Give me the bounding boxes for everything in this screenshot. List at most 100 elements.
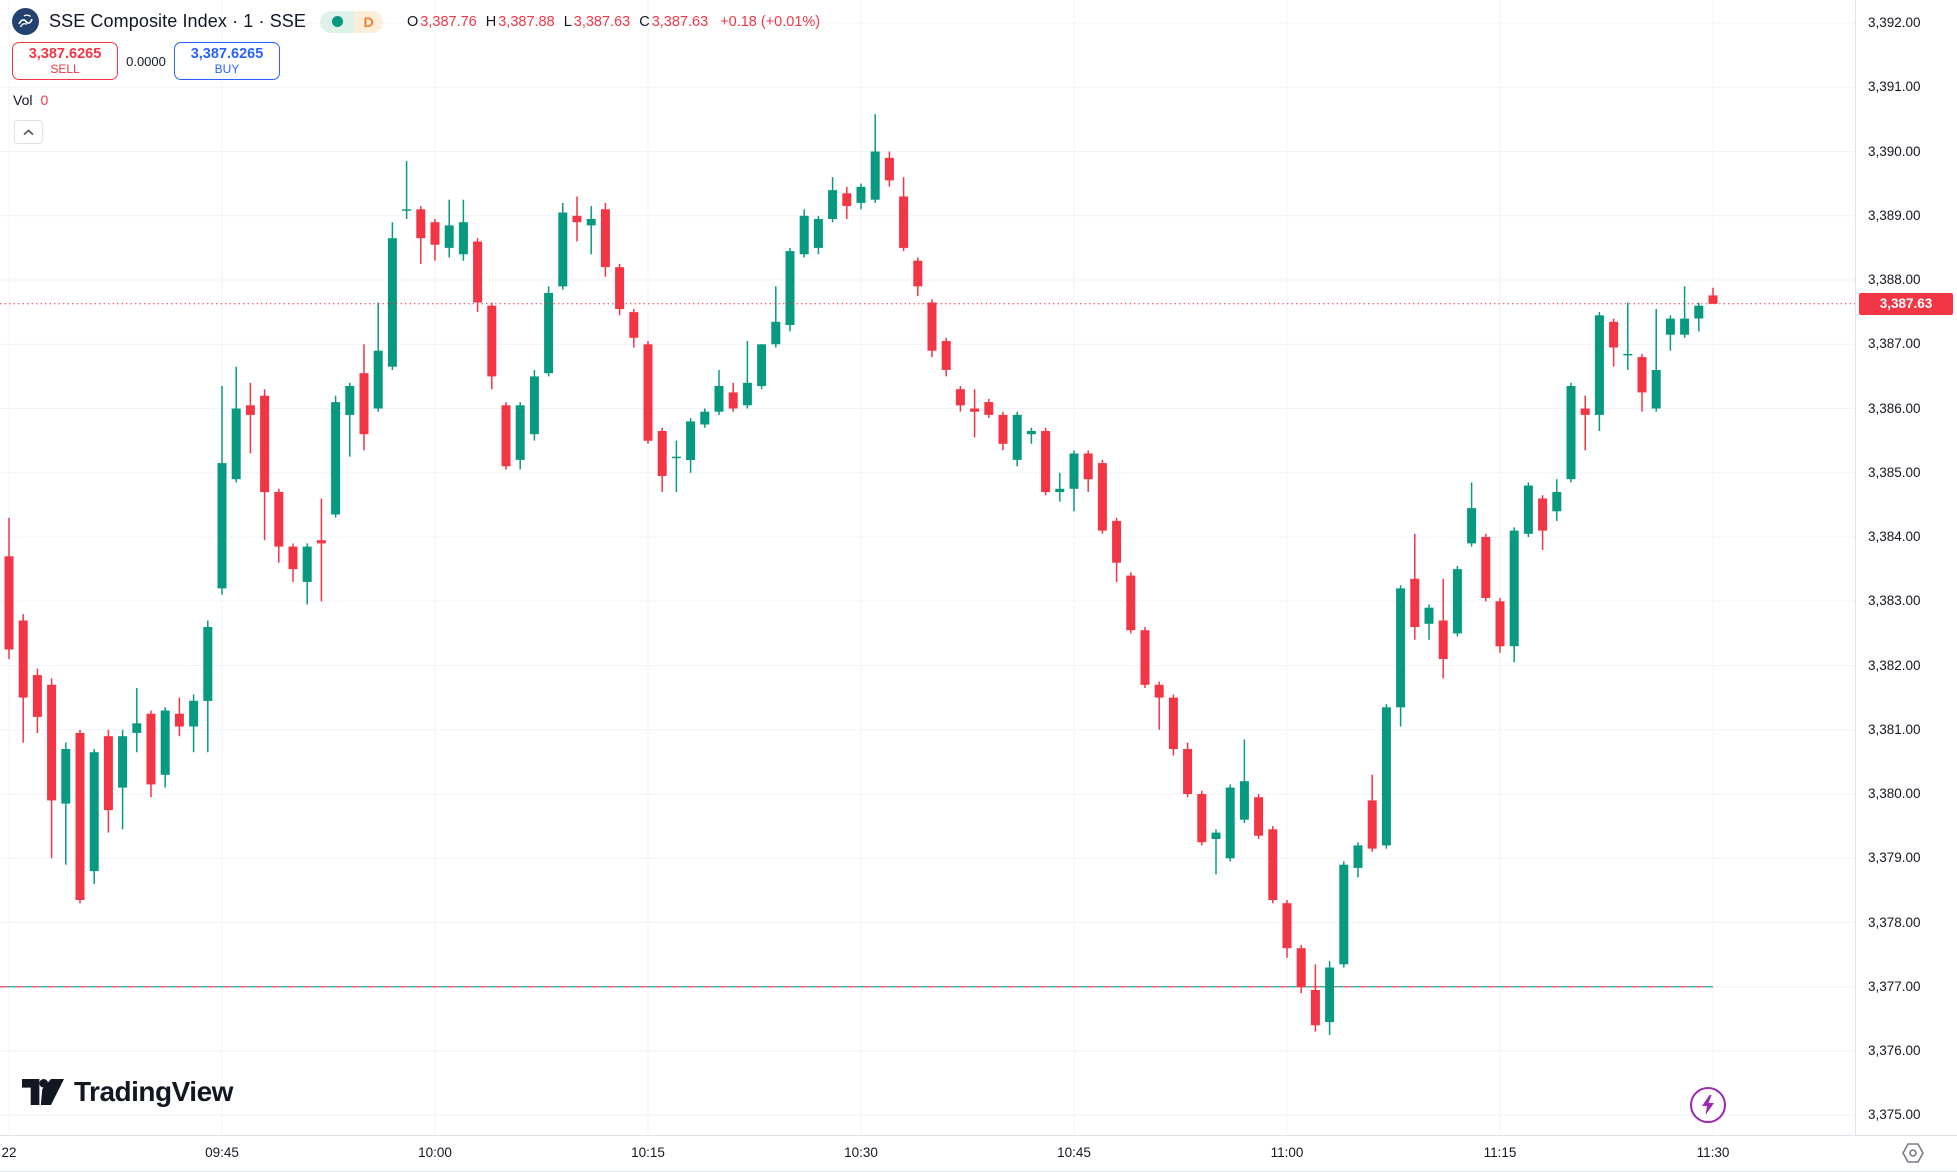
boost-button[interactable] <box>1690 1087 1726 1123</box>
symbol-legend: SSE Composite Index · 1 · SSE D O 3,387.7… <box>12 8 820 35</box>
candle-body <box>1140 630 1150 685</box>
symbol-logo-icon[interactable] <box>12 8 39 35</box>
collapse-legend-button[interactable] <box>14 120 43 144</box>
time-axis-label: 09:45 <box>205 1145 239 1160</box>
candle-body <box>501 405 511 467</box>
candle-body <box>1637 357 1647 393</box>
last-price-badge: 3,387.63 <box>1859 293 1953 315</box>
candle-body <box>1112 520 1122 563</box>
candle-body <box>1580 408 1590 415</box>
candle-body <box>657 431 667 476</box>
candle-body <box>742 382 752 406</box>
candle-body <box>260 395 270 493</box>
candle-body <box>1623 353 1633 356</box>
candle-body <box>813 219 823 248</box>
price-axis-label: 3,375.00 <box>1868 1107 1921 1122</box>
candle-body <box>970 408 980 412</box>
candle-body <box>1694 305 1704 319</box>
candle-body <box>203 627 213 701</box>
candle-body <box>1467 508 1477 544</box>
tradingview-watermark[interactable]: TradingView <box>22 1076 233 1108</box>
candle-body <box>1609 321 1619 348</box>
open-value: 3,387.76 <box>420 13 477 30</box>
candle-body <box>700 411 710 425</box>
candle-body <box>1651 370 1661 409</box>
candle-body <box>359 373 369 435</box>
candle-body <box>913 260 923 287</box>
price-axis-label: 3,377.00 <box>1868 979 1921 994</box>
candle-body <box>1097 463 1107 531</box>
candle-body <box>132 723 142 733</box>
time-axis-label: 11:00 <box>1270 1145 1304 1160</box>
candle-body <box>544 292 554 374</box>
time-axis[interactable]: 22 09:45 10:00 10:15 10:30 10:45 11:00 11:15 11:… <box>0 1135 1957 1172</box>
candle-body <box>757 344 767 387</box>
candle-body <box>1438 620 1448 659</box>
volume-legend[interactable]: Vol 0 <box>13 92 48 108</box>
price-axis[interactable]: 3,387.63 3,392.00 3,391.00 3,390.00 3,389.0… <box>1855 0 1957 1135</box>
candle-body <box>331 402 341 515</box>
price-axis-label: 3,388.00 <box>1868 272 1921 287</box>
pane-settings-icon[interactable] <box>1900 1140 1926 1166</box>
trade-panel: 3,387.6265 SELL 0.0000 3,387.6265 BUY <box>12 42 280 80</box>
sell-button[interactable]: 3,387.6265 SELL <box>12 42 118 80</box>
candle-body <box>387 238 397 367</box>
high-label: H <box>485 13 497 30</box>
candlestick-chart[interactable] <box>0 0 1855 1135</box>
candle-body <box>1381 707 1391 846</box>
time-axis-label: 11:30 <box>1696 1145 1730 1160</box>
candle-body <box>828 190 838 219</box>
candle-body <box>1509 530 1519 647</box>
candle-body <box>1566 386 1576 480</box>
candle-body <box>274 492 284 547</box>
candle-body <box>1197 794 1207 843</box>
price-axis-label: 3,392.00 <box>1868 15 1921 30</box>
candle-body <box>1126 575 1136 631</box>
candle-body <box>856 186 866 203</box>
eye-hexagon-icon <box>1902 1143 1924 1163</box>
time-axis-label: 10:30 <box>844 1145 878 1160</box>
candle-body <box>586 219 596 226</box>
candle-body <box>1055 488 1065 492</box>
candle-body <box>444 225 454 248</box>
candle-body <box>927 302 937 351</box>
candle-body <box>416 209 426 239</box>
candle-body <box>1239 781 1249 820</box>
candle-body <box>529 376 539 435</box>
market-status-pill[interactable]: D <box>320 10 384 33</box>
price-axis-label: 3,390.00 <box>1868 144 1921 159</box>
chart-plot-area[interactable] <box>0 0 1855 1135</box>
buy-button[interactable]: 3,387.6265 BUY <box>174 42 280 80</box>
price-axis-label: 3,380.00 <box>1868 786 1921 801</box>
candle-body <box>458 222 468 255</box>
candle-body <box>998 414 1008 444</box>
price-axis-label: 3,385.00 <box>1868 465 1921 480</box>
candle-body <box>1154 684 1164 698</box>
candle-body <box>1495 601 1505 647</box>
candle-body <box>558 212 568 287</box>
candle-body <box>18 620 28 698</box>
ohlc-values: O 3,387.76 H 3,387.88 L 3,387.63 C 3,387.63 <box>407 14 708 30</box>
candle-body <box>785 251 795 325</box>
symbol-title[interactable]: SSE Composite Index · 1 · SSE <box>49 11 307 31</box>
low-value: 3,387.63 <box>573 13 631 30</box>
candle-body <box>61 749 71 804</box>
price-axis-label: 3,378.00 <box>1868 915 1921 930</box>
candle-body <box>1353 845 1363 868</box>
candle-body <box>430 222 440 245</box>
candle-body <box>288 546 298 570</box>
candle-body <box>870 151 880 200</box>
tradingview-logo-icon <box>22 1078 64 1106</box>
volume-value: 0 <box>40 92 49 108</box>
sell-label: SELL <box>50 62 80 76</box>
candle-body <box>1339 864 1349 965</box>
candle-body <box>941 341 951 370</box>
candle-body <box>1310 990 1320 1026</box>
candle-body <box>600 209 610 268</box>
candle-body <box>842 193 852 207</box>
candle-body <box>1069 453 1079 489</box>
candle-body <box>487 305 497 377</box>
price-axis-label: 3,382.00 <box>1868 658 1921 673</box>
candle-body <box>1183 749 1193 794</box>
